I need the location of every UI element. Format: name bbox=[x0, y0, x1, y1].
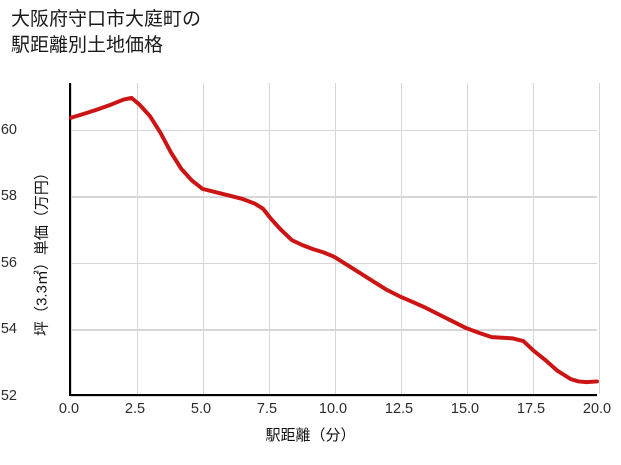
gridline-vertical bbox=[599, 83, 601, 394]
x-axis-tick-label: 7.5 bbox=[256, 401, 278, 417]
gridline-vertical bbox=[533, 83, 535, 394]
chart-title: 大阪府守口市大庭町の 駅距離別土地価格 bbox=[11, 9, 202, 56]
plot-area bbox=[69, 83, 601, 398]
x-axis-tick-label: 2.5 bbox=[124, 401, 146, 417]
x-axis-tick-label: 17.5 bbox=[516, 401, 546, 417]
x-axis-title: 駅距離（分） bbox=[265, 427, 356, 444]
gridline-horizontal bbox=[71, 196, 597, 198]
y-axis-tick-label: 58 bbox=[0, 188, 17, 205]
x-axis-tick-label: 10.0 bbox=[318, 401, 348, 417]
y-axis-title-text: 坪（3.3㎡）単価（万円） bbox=[33, 165, 51, 336]
x-axis-tick-label: 12.5 bbox=[384, 401, 414, 417]
x-axis-tick-label: 15.0 bbox=[450, 401, 480, 417]
gridline-vertical bbox=[269, 83, 271, 394]
gridline-horizontal bbox=[71, 262, 597, 265]
gridline-horizontal bbox=[71, 396, 597, 398]
gridline-vertical bbox=[467, 83, 469, 394]
y-axis-tick-label: 54 bbox=[0, 321, 17, 338]
y-axis-tick-label: 56 bbox=[0, 254, 17, 271]
gridline-vertical bbox=[137, 83, 139, 394]
y-axis-tick-label: 52 bbox=[0, 388, 17, 404]
x-axis-tick-label: 0.0 bbox=[58, 401, 80, 417]
gridline-horizontal bbox=[71, 129, 597, 131]
y-axis-tick-label: 60 bbox=[0, 121, 17, 138]
gridline-vertical bbox=[203, 83, 205, 394]
y-axis-title: 坪（3.3㎡）単価（万円） bbox=[31, 106, 52, 396]
x-axis-tick-label: 20.0 bbox=[582, 401, 612, 417]
data-series-line bbox=[69, 95, 599, 385]
gridline-vertical bbox=[401, 83, 403, 394]
x-axis-tick-label: 5.0 bbox=[190, 401, 212, 417]
gridline-vertical bbox=[71, 83, 73, 394]
gridline-horizontal bbox=[71, 329, 597, 331]
gridline-vertical bbox=[335, 83, 337, 394]
gridlines bbox=[71, 83, 601, 398]
